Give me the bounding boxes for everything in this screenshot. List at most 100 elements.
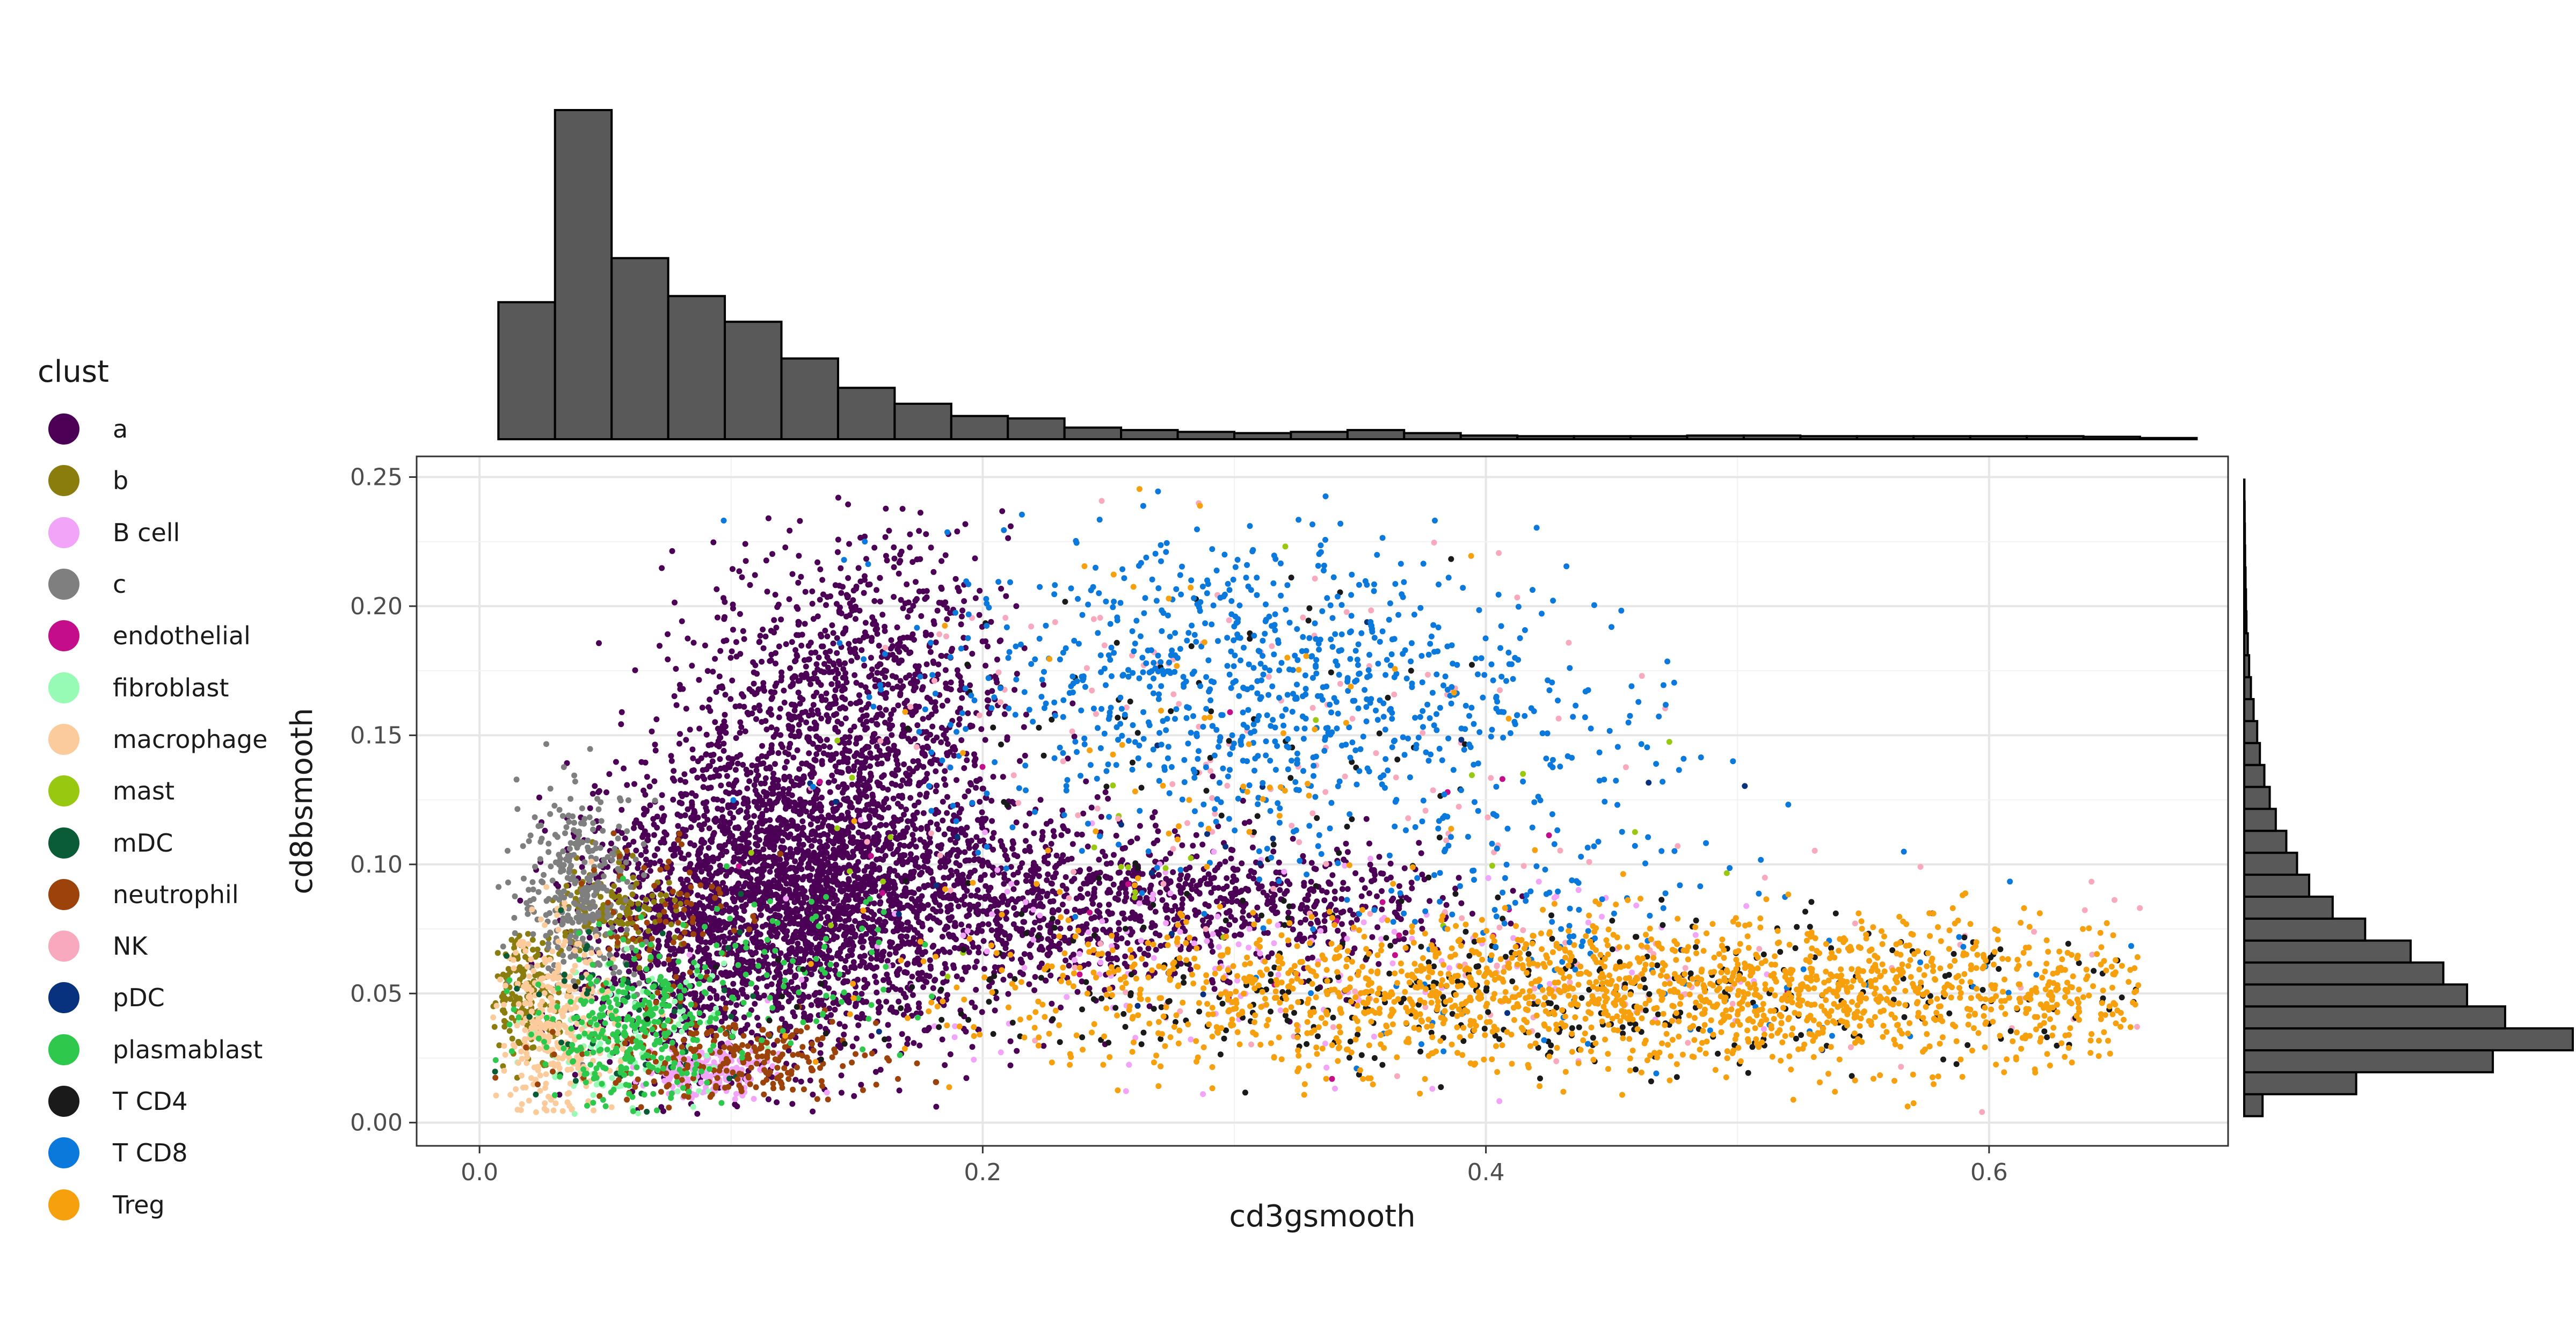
- data-point: [979, 858, 986, 864]
- data-point: [834, 882, 841, 888]
- data-point: [756, 853, 762, 860]
- data-point: [981, 871, 988, 878]
- data-point: [759, 874, 765, 881]
- data-point: [914, 955, 921, 962]
- data-point: [972, 856, 978, 862]
- data-point: [712, 719, 718, 725]
- data-point: [755, 828, 762, 834]
- data-point: [808, 852, 814, 859]
- data-point: [930, 658, 936, 665]
- data-point: [896, 643, 903, 650]
- data-point: [941, 831, 948, 838]
- data-point: [929, 723, 936, 730]
- data-point: [801, 983, 807, 990]
- data-point: [723, 902, 729, 908]
- data-point: [1006, 898, 1012, 905]
- data-point: [938, 652, 944, 659]
- right-histogram-bar: [2243, 742, 2261, 766]
- data-point: [1354, 917, 1360, 923]
- data-point: [944, 794, 950, 800]
- data-point: [1022, 752, 1028, 759]
- top-histogram-bar: [1459, 434, 1519, 441]
- data-point: [1049, 1000, 1055, 1007]
- data-point: [856, 796, 863, 802]
- data-point: [657, 643, 663, 649]
- data-point: [954, 868, 960, 875]
- data-point: [726, 935, 732, 941]
- data-point: [826, 867, 833, 874]
- data-point: [1374, 924, 1381, 931]
- data-point: [773, 891, 779, 898]
- data-point: [807, 1016, 813, 1023]
- data-point: [753, 848, 759, 855]
- data-point: [908, 889, 915, 896]
- data-point: [1250, 875, 1257, 882]
- data-point: [967, 780, 973, 786]
- data-point: [855, 565, 862, 571]
- data-point: [723, 848, 730, 855]
- data-point: [652, 852, 658, 859]
- data-point: [942, 863, 948, 870]
- data-point: [572, 1072, 578, 1078]
- data-point: [899, 733, 905, 739]
- data-point: [811, 720, 818, 725]
- data-point: [768, 711, 775, 718]
- data-point: [867, 763, 873, 769]
- right-marginal-histogram: [2243, 478, 2574, 1117]
- data-point: [770, 853, 777, 860]
- data-point: [945, 915, 952, 921]
- data-point: [832, 855, 838, 862]
- data-point: [817, 838, 823, 845]
- data-point: [791, 1013, 798, 1020]
- data-point: [783, 910, 790, 916]
- data-point: [1339, 886, 1345, 892]
- data-point: [803, 663, 809, 670]
- data-point: [927, 649, 934, 655]
- data-point: [836, 903, 843, 909]
- data-point: [789, 639, 795, 645]
- data-point: [844, 852, 850, 858]
- data-point: [954, 973, 960, 979]
- data-point: [661, 813, 667, 819]
- data-point: [893, 767, 900, 773]
- data-point: [1063, 957, 1069, 964]
- data-point: [1234, 898, 1240, 904]
- data-point: [936, 902, 943, 909]
- data-point: [1124, 963, 1130, 970]
- data-point: [896, 998, 902, 1005]
- data-point: [861, 590, 867, 596]
- data-point: [841, 1031, 847, 1038]
- data-point: [827, 744, 833, 750]
- data-point: [814, 997, 821, 1004]
- right-histogram-bar: [2243, 654, 2251, 679]
- data-point: [877, 661, 884, 667]
- data-point: [1172, 903, 1178, 909]
- data-point: [872, 888, 879, 894]
- data-point: [959, 976, 965, 983]
- data-point: [903, 806, 909, 813]
- data-point: [832, 687, 839, 693]
- data-point: [883, 999, 890, 1005]
- data-point: [857, 638, 863, 644]
- data-point: [938, 558, 945, 564]
- data-point: [1308, 920, 1314, 927]
- data-point: [756, 837, 762, 843]
- data-point: [977, 587, 983, 594]
- data-point: [721, 747, 727, 754]
- data-point: [1210, 773, 1216, 780]
- data-point: [1035, 866, 1042, 872]
- data-point: [1083, 778, 1089, 784]
- data-point: [923, 735, 930, 741]
- data-point: [865, 701, 872, 707]
- data-point: [869, 791, 876, 798]
- data-point: [777, 732, 784, 738]
- data-point: [1205, 881, 1212, 887]
- data-point: [956, 716, 963, 722]
- data-point: [763, 921, 769, 928]
- data-point: [809, 588, 816, 594]
- data-point: [790, 754, 797, 761]
- data-point: [908, 875, 914, 882]
- data-point: [632, 667, 638, 673]
- data-point: [1031, 830, 1037, 837]
- data-point: [958, 621, 964, 628]
